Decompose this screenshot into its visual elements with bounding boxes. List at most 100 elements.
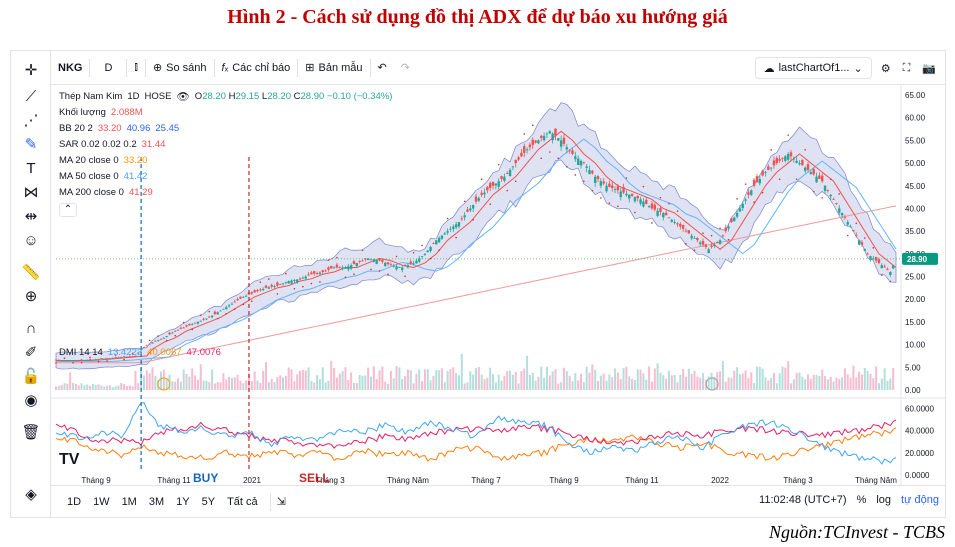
candle-body <box>355 262 359 267</box>
chart-area[interactable]: 65.0060.0055.0050.0045.0040.0035.0030.00… <box>51 85 945 485</box>
volume-bar <box>177 378 180 390</box>
volume-bar <box>863 368 866 390</box>
percent-toggle[interactable]: % <box>856 494 867 506</box>
legend-interval: 1D <box>127 91 140 102</box>
date-range-icon[interactable]: ⇲ <box>276 496 286 508</box>
layers-icon[interactable]: ◈ <box>25 486 37 503</box>
volume-bar <box>125 386 128 390</box>
compare-button[interactable]: ⊕ So sánh <box>146 56 214 80</box>
sar-dot <box>63 357 66 359</box>
volume-bar <box>333 368 336 390</box>
text-tool-icon[interactable]: T <box>26 159 36 177</box>
range-button-2[interactable]: 1M <box>121 495 137 508</box>
figure-source: Nguồn:TCInvest - TCBS <box>768 522 945 542</box>
indicators-label: Các chỉ báo <box>232 61 291 74</box>
candle-body <box>625 193 628 196</box>
log-toggle[interactable]: log <box>876 494 892 506</box>
interval-button[interactable]: D <box>90 56 126 80</box>
candle-body <box>523 146 526 153</box>
lock-icon[interactable]: 🔓 <box>21 368 41 385</box>
candle-body <box>676 223 679 225</box>
range-button-0[interactable]: 1D <box>67 495 82 508</box>
gear-icon: ⚙ <box>880 62 891 75</box>
chart-type-button[interactable]: ⫾ <box>127 56 145 80</box>
candle-body <box>869 256 872 261</box>
crosshair-icon[interactable]: ✛ <box>24 62 38 79</box>
candle-body <box>324 270 327 272</box>
zoom-in-icon[interactable]: ⊕ <box>24 288 38 305</box>
volume-bar <box>128 385 131 390</box>
volume-bar <box>145 370 148 390</box>
volume-bar <box>296 374 299 390</box>
collapse-legend-button[interactable]: ⌃ <box>59 203 77 217</box>
templates-button[interactable]: ⊞ Bản mẫu <box>298 56 369 80</box>
sar-dot <box>659 196 662 199</box>
layout-selector[interactable]: ☁ lastChartOf1... ⌄ <box>754 57 872 79</box>
range-button-1[interactable]: 1W <box>93 495 110 508</box>
pattern-tool-icon[interactable]: ⋈ <box>23 184 39 201</box>
volume-bar <box>492 374 495 390</box>
snapshot-button[interactable]: 📷 <box>919 56 939 80</box>
volume-bar <box>568 375 571 390</box>
range-buttons: 1D 1W 1M 3M 1Y 5Y Tất cả <box>51 496 264 508</box>
ruler-icon[interactable]: 📏 <box>21 264 41 281</box>
volume-bar <box>375 379 378 390</box>
magnet-icon[interactable]: ∩ <box>25 319 37 337</box>
redo-button[interactable]: ↷ <box>394 56 417 80</box>
eye-icon[interactable]: ◉ <box>24 392 38 409</box>
volume-bar <box>713 376 716 390</box>
volume-bar <box>63 383 66 390</box>
sar-dot <box>838 193 841 195</box>
auto-toggle[interactable]: tự động <box>901 494 939 506</box>
trend-line-icon[interactable]: ⟋ <box>25 87 37 105</box>
trash-icon[interactable]: 🗑 <box>21 424 41 441</box>
fib-tool-icon[interactable]: ⋰ <box>23 112 39 129</box>
indicators-button[interactable]: fₓ Các chỉ báo <box>215 56 298 80</box>
tradingview-logo[interactable]: TV <box>59 451 80 468</box>
emoji-icon[interactable]: ☺ <box>23 231 39 249</box>
dmi-plus-line <box>55 401 897 465</box>
price-tick-label: 45.00 <box>905 182 926 191</box>
volume-bar <box>381 366 384 390</box>
sar-dot <box>97 360 100 363</box>
measure-icon[interactable]: ⇹ <box>24 208 38 225</box>
volume-bar <box>537 376 540 390</box>
candle-body <box>330 265 333 269</box>
symbol-search[interactable]: NKG <box>51 56 89 80</box>
brush-icon[interactable]: ✎ <box>24 136 38 153</box>
range-button-6[interactable]: Tất cả <box>227 495 258 508</box>
candle-body <box>664 212 668 216</box>
lock-drawings-icon[interactable]: ✐ <box>24 344 38 361</box>
price-tick-label: 5.00 <box>905 363 921 372</box>
volume-bar <box>804 379 807 390</box>
chart-svg[interactable]: 65.0060.0055.0050.0045.0040.0035.0030.00… <box>51 85 945 485</box>
last-price-tag <box>902 252 938 265</box>
volume-bar <box>843 368 846 390</box>
volume-bar <box>270 378 273 390</box>
undo-button[interactable]: ↶ <box>371 56 394 80</box>
candle-body <box>619 191 622 197</box>
volume-bar <box>875 366 878 390</box>
range-button-5[interactable]: 5Y <box>201 495 216 508</box>
sar-dot <box>233 308 236 310</box>
sar-dot <box>608 202 611 204</box>
fx-icon: fₓ <box>221 61 229 74</box>
volume-bar <box>409 370 412 390</box>
sar-dot <box>361 249 364 252</box>
volume-bar <box>832 381 835 390</box>
volume-bar <box>665 378 668 390</box>
candle-body <box>554 128 557 136</box>
range-button-4[interactable]: 1Y <box>176 495 190 508</box>
candle-body <box>718 240 722 244</box>
volume-bar <box>602 373 605 390</box>
volume-bar <box>506 371 509 390</box>
candle-body <box>571 150 574 154</box>
candle-body <box>636 196 639 199</box>
settings-button[interactable]: ⚙ <box>878 56 894 80</box>
candle-body <box>761 170 764 176</box>
eye-icon[interactable]: 👁 <box>176 91 190 103</box>
volume-bar <box>100 385 103 390</box>
range-button-3[interactable]: 3M <box>148 495 165 508</box>
fullscreen-button[interactable]: ⛶ <box>900 56 914 80</box>
volume-bar <box>438 370 441 390</box>
